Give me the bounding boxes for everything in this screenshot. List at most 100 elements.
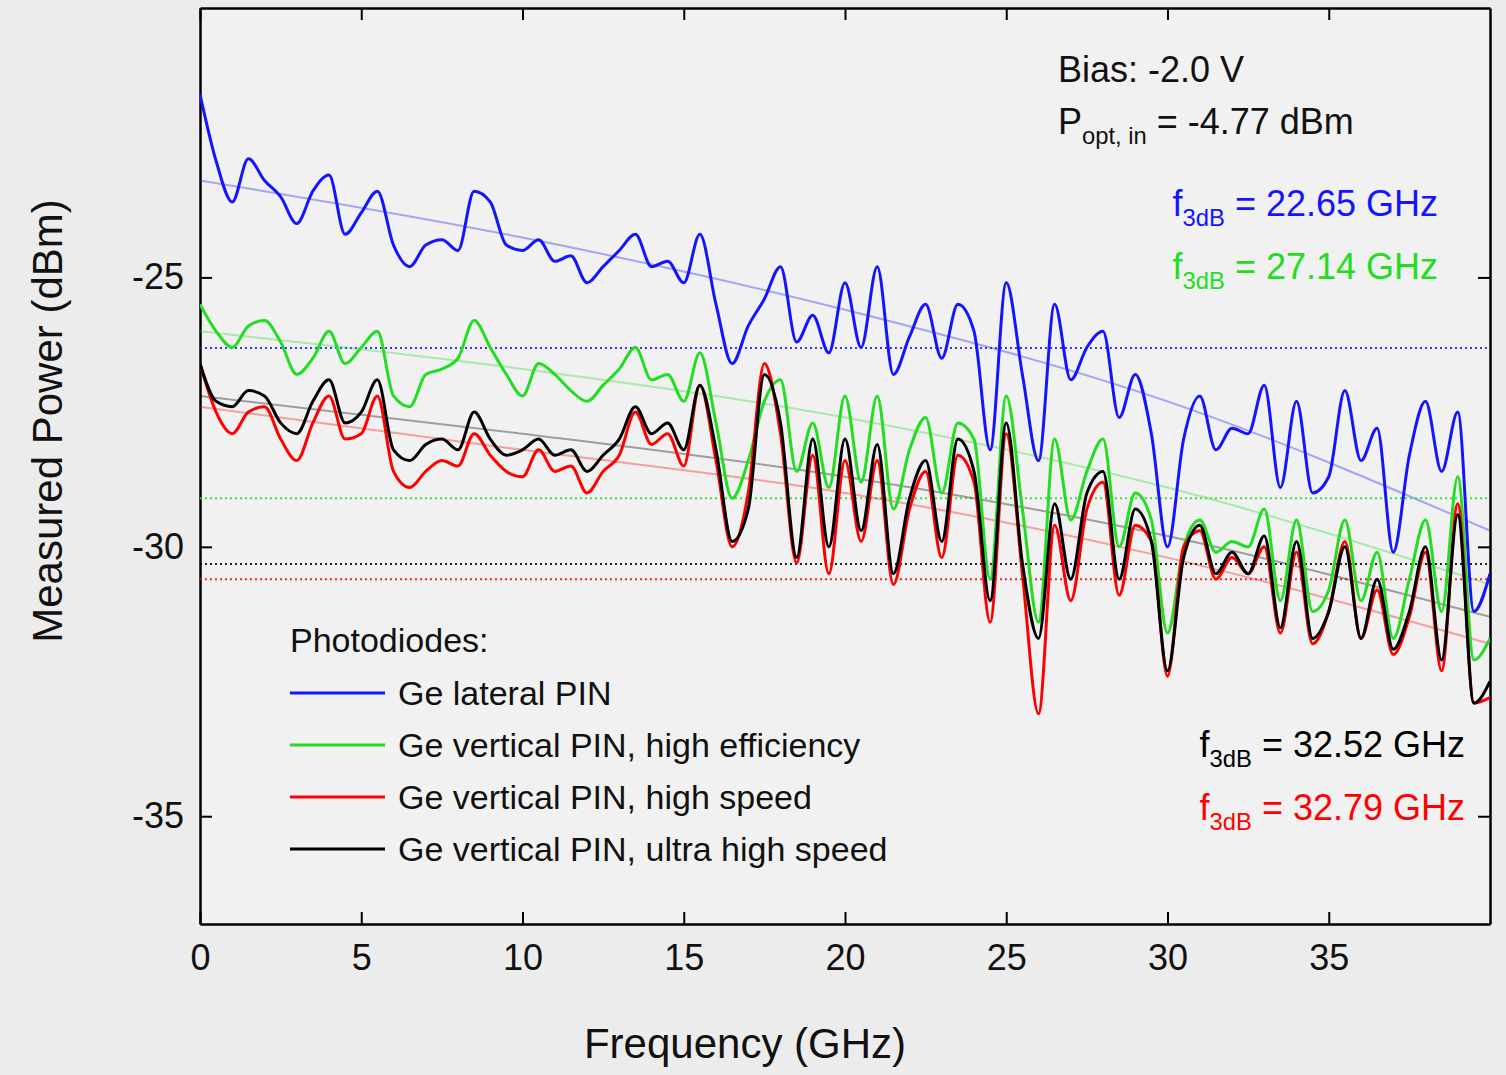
plot-area <box>200 8 1490 924</box>
fit-line <box>200 180 1490 530</box>
tick-mark <box>522 912 524 924</box>
annotation-text: = 32.79 GHz <box>1252 787 1465 828</box>
annotation-text: Bias: -2.0 V <box>1058 49 1244 90</box>
tick <box>1478 816 1490 817</box>
tick-mark <box>1006 8 1008 20</box>
tick-label: 30 <box>1148 937 1188 978</box>
tick-mark <box>1478 546 1490 548</box>
f3db-level-line <box>200 563 1490 565</box>
annotation: f3dB = 32.52 GHz <box>1200 724 1465 772</box>
tick-mark <box>1167 8 1169 20</box>
tick-label: 0 <box>190 937 210 978</box>
tick-mark <box>845 912 847 924</box>
chart: 0 5 10 15 20 25 30 35 -35 -30 -25 Frequency (GHz) Me… <box>0 0 1506 1075</box>
annotation: f3dB = 22.65 GHz <box>1173 183 1438 231</box>
tick-mark <box>1006 912 1008 924</box>
tick: 20 <box>825 912 865 978</box>
tick <box>1168 8 1169 20</box>
tick: 35 <box>1309 912 1349 978</box>
tick: 30 <box>1148 912 1188 978</box>
x-axis-top <box>201 8 1491 20</box>
annotation-subscript: 3dB <box>1183 204 1225 231</box>
legend-label: Ge vertical PIN, high efficiency <box>398 726 860 764</box>
tick <box>1329 8 1330 20</box>
annotation-subscript: opt, in <box>1082 122 1147 149</box>
tick: 15 <box>664 912 704 978</box>
legend: Photodiodes: Ge lateral PIN Ge vertical PI… <box>290 621 887 868</box>
annotation-text: = -4.77 dBm <box>1147 101 1354 142</box>
annotation-subscript: 3dB <box>1210 745 1252 772</box>
tick-mark <box>845 8 847 20</box>
annotation-text: = 32.52 GHz <box>1252 724 1465 765</box>
tick-mark <box>1328 912 1330 924</box>
fit-line <box>200 396 1490 617</box>
tick-label: 5 <box>352 937 372 978</box>
fit-line <box>200 331 1490 584</box>
tick-mark <box>1478 277 1490 279</box>
series-line <box>200 364 1490 714</box>
f3db-level-line <box>200 578 1490 580</box>
tick <box>361 8 362 20</box>
tick-mark <box>683 912 685 924</box>
annotation-text: P <box>1058 101 1082 142</box>
tick <box>1478 277 1490 278</box>
tick: -35 <box>132 795 212 836</box>
x-axis-title: Frequency (GHz) <box>584 1020 906 1067</box>
f3db-level-line <box>200 497 1490 499</box>
y-axis-title: Measured Power (dBm) <box>24 199 71 642</box>
tick-mark <box>1328 8 1330 20</box>
tick <box>523 8 524 20</box>
tick-mark <box>1478 816 1490 818</box>
annotation: f3dB = 27.14 GHz <box>1173 246 1438 294</box>
tick <box>684 8 685 20</box>
tick-label: 20 <box>825 937 865 978</box>
f3db-level-line <box>200 347 1490 349</box>
plot-marks <box>200 94 1490 714</box>
series-line <box>200 94 1490 611</box>
tick-mark <box>1167 912 1169 924</box>
tick-mark <box>522 8 524 20</box>
annotation: Popt, in = -4.77 dBm <box>1058 101 1354 149</box>
tick <box>1478 547 1490 548</box>
tick-label: 10 <box>503 937 543 978</box>
tick <box>845 8 846 20</box>
tick: -30 <box>132 526 212 567</box>
tick: 10 <box>503 912 543 978</box>
legend-label: Ge vertical PIN, ultra high speed <box>398 830 887 868</box>
tick: 5 <box>352 912 372 978</box>
series-line <box>200 304 1490 660</box>
y-axis-right-line <box>1489 9 1492 925</box>
tick-label: -30 <box>132 526 184 567</box>
tick-label: -25 <box>132 256 184 297</box>
annotations: Bias: -2.0 V Popt, in = -4.77 dBm f3dB = 2… <box>1058 49 1465 835</box>
legend-label: Ge vertical PIN, high speed <box>398 778 812 816</box>
tick-label: 35 <box>1309 937 1349 978</box>
legend-title: Photodiodes: <box>290 621 489 659</box>
annotation: Bias: -2.0 V <box>1058 49 1244 90</box>
legend-swatch <box>290 796 385 799</box>
tick-label: 25 <box>987 937 1027 978</box>
legend-swatch <box>290 744 385 747</box>
legend-swatch <box>290 692 385 695</box>
annotation: f3dB = 32.79 GHz <box>1200 787 1465 835</box>
x-axis: 0 5 10 15 20 25 30 35 <box>190 912 1490 978</box>
y-axis-right <box>1478 9 1491 925</box>
tick-label: 15 <box>664 937 704 978</box>
tick-mark <box>361 912 363 924</box>
legend-label: Ge lateral PIN <box>398 674 612 712</box>
annotation-text: = 22.65 GHz <box>1225 183 1438 224</box>
tick: -25 <box>132 256 212 297</box>
annotation-text: = 27.14 GHz <box>1225 246 1438 287</box>
tick-label: -35 <box>132 795 184 836</box>
legend-swatch <box>290 848 385 851</box>
annotation-subscript: 3dB <box>1183 267 1225 294</box>
annotation-subscript: 3dB <box>1210 808 1252 835</box>
tick-mark <box>200 277 212 279</box>
tick: 25 <box>987 912 1027 978</box>
series-line <box>200 364 1490 703</box>
y-axis-line <box>199 9 202 925</box>
tick <box>1006 8 1007 20</box>
tick-mark <box>683 8 685 20</box>
y-axis: -35 -30 -25 <box>132 9 212 925</box>
fit-line <box>200 407 1490 644</box>
